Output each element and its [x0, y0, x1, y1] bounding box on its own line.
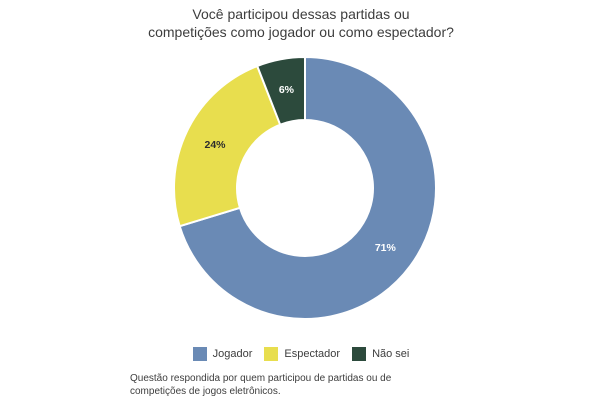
- chart-footnote: Questão respondida por quem participou d…: [130, 373, 392, 397]
- legend-swatch: [264, 347, 279, 361]
- legend-item: Espectador: [264, 347, 340, 361]
- legend-item: Jogador: [192, 347, 253, 361]
- pie-slice: [178, 56, 437, 320]
- legend-swatch: [192, 347, 207, 361]
- legend-label: Espectador: [284, 348, 341, 360]
- chart-title: Você participou dessas partidas ou compe…: [148, 6, 454, 40]
- legend-label: Jogador: [212, 348, 253, 360]
- slice-label: 6%: [279, 84, 295, 96]
- legend-label: Não sei: [372, 348, 410, 360]
- slice-label: 71%: [375, 242, 397, 254]
- slice-label: 24%: [204, 139, 226, 151]
- legend-item: Não sei: [352, 347, 409, 361]
- pie-slice: [173, 65, 282, 228]
- pie-slice: [256, 56, 306, 126]
- legend-swatch: [352, 347, 367, 361]
- donut-chart: 71% 24% 6%: [173, 56, 437, 320]
- legend: Jogador Espectador Não sei: [0, 347, 602, 361]
